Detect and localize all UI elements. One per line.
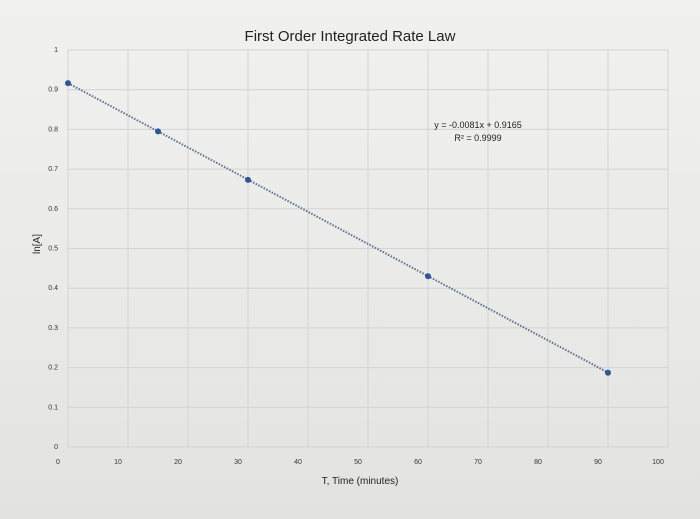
y-tick-label: 0.7 [48, 166, 58, 173]
y-tick-label: 0.3 [48, 325, 58, 332]
data-point [155, 128, 161, 135]
y-axis-title: ln[A] [32, 234, 43, 254]
data-point [65, 80, 71, 87]
x-tick-label: 80 [534, 459, 542, 466]
trendline-equation: y = -0.0081x + 0.9165 [434, 120, 522, 130]
x-tick-label: 20 [174, 459, 182, 466]
data-point [605, 369, 611, 376]
x-tick-label: 10 [114, 459, 122, 466]
x-tick-label: 100 [652, 459, 664, 466]
x-tick-label: 90 [594, 459, 602, 466]
x-tick-label: 40 [294, 459, 302, 466]
y-tick-label: 0.6 [48, 206, 58, 213]
trendline-layer [67, 82, 609, 374]
data-point [245, 176, 251, 183]
x-tick-label: 60 [414, 459, 422, 466]
x-axis-title: T, Time (minutes) [322, 476, 399, 487]
y-tick-label: 1 [54, 47, 58, 54]
r-squared-label: R² = 0.9999 [454, 133, 501, 143]
y-tick-label: 0.4 [48, 285, 58, 292]
tick-labels: 0 10 20 30 40 50 60 70 80 90 100 0 0.1 0.2 0.3 0.4 0.5 0.… [48, 47, 664, 466]
data-point [425, 273, 431, 280]
y-tick-label: 0 [54, 444, 58, 451]
data-points [65, 80, 611, 376]
trendline [67, 82, 609, 374]
x-tick-label: 50 [354, 459, 362, 466]
y-tick-label: 0.8 [48, 126, 58, 133]
gridlines [67, 49, 669, 448]
x-tick-label: 70 [474, 459, 482, 466]
y-tick-label: 0.2 [48, 365, 58, 372]
y-tick-label: 0.5 [48, 246, 58, 253]
x-tick-label: 30 [234, 459, 242, 466]
y-tick-label: 0.9 [48, 87, 58, 94]
x-tick-label: 0 [56, 459, 60, 466]
y-tick-label: 0.1 [48, 404, 58, 411]
chart-title: First Order Integrated Rate Law [245, 28, 456, 45]
